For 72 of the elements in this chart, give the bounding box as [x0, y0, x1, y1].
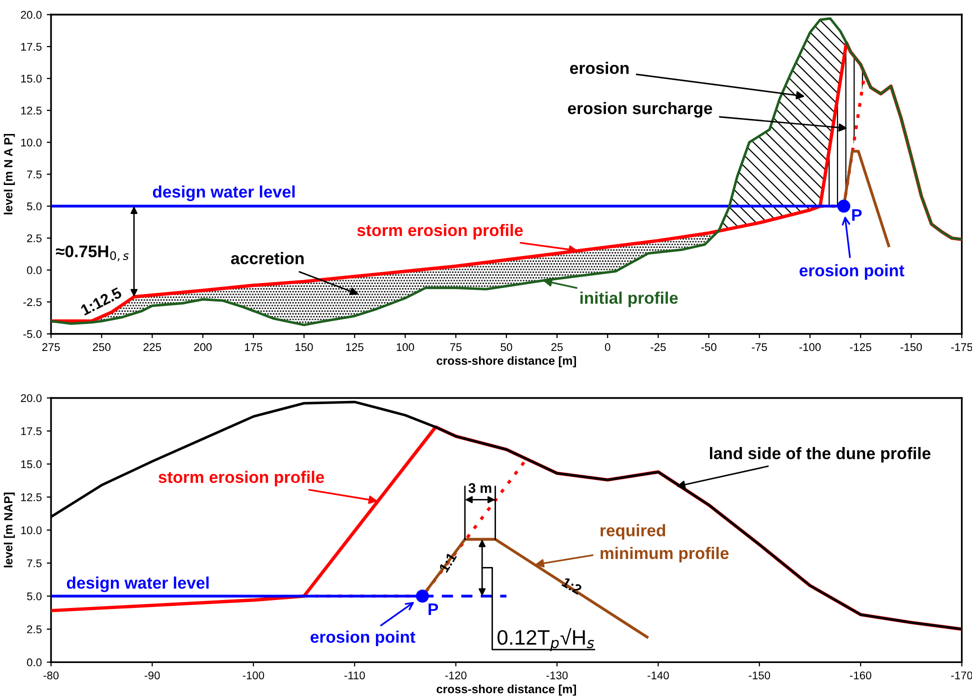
x-tick-label: 75 [450, 343, 462, 352]
x-tick-label: 175 [245, 343, 262, 352]
annotation: P [852, 209, 862, 221]
y-tick-label: 17.5 [21, 427, 42, 436]
x-tick-label: 50 [500, 343, 512, 352]
x-tick-label: 0 [604, 343, 610, 352]
x-tick-label: -100 [242, 671, 264, 680]
y-tick-label: 17.5 [21, 42, 42, 51]
x-tick-label: -80 [43, 671, 59, 680]
y-tick-label: 0.0 [26, 658, 42, 666]
x-tick-label: -50 [701, 343, 716, 352]
y-tick-label: -5.0 [23, 330, 42, 338]
x-tick-label: -150 [748, 671, 770, 680]
annotation: accretion [231, 252, 304, 264]
y-tick-label: 5.0 [27, 592, 42, 600]
y-axis-title: level [m N A P] [4, 134, 15, 214]
x-tick-label: 250 [92, 343, 110, 352]
y-axis-title: level [m NAP] [4, 492, 15, 568]
series-label: storm erosion profile [357, 224, 523, 240]
y-tick-label: 0.0 [26, 266, 42, 274]
y-tick-label: 15.0 [21, 74, 42, 83]
annotation: land side of the dune profile [710, 447, 930, 463]
x-axis-title: cross-shore distance [m] [436, 356, 576, 368]
annotation: ≈0.75H$_{0,s}$ [56, 246, 129, 262]
x-tick-label: -110 [344, 671, 365, 680]
y-tick-label: 20.0 [20, 10, 42, 19]
x-tick-label: 225 [144, 343, 162, 352]
annotation: 3 m [468, 483, 492, 493]
x-tick-label: 150 [296, 343, 313, 352]
y-tick-label: 10.0 [21, 526, 42, 534]
annotation: erosion [570, 62, 629, 74]
x-tick-label: -175 [951, 343, 972, 352]
y-tick-label: 15.0 [21, 460, 42, 468]
x-tick-label: -140 [648, 671, 669, 680]
text: storm erosion profile [158, 470, 324, 486]
series-label: design water level [152, 185, 295, 202]
x-tick-label: 100 [396, 343, 414, 352]
x-tick-label: 125 [346, 343, 364, 352]
y-tick-label: 10.0 [21, 138, 42, 146]
series-label: design water level [66, 576, 209, 592]
y-tick-label: 20.0 [20, 394, 42, 402]
x-tick-label: -125 [850, 343, 872, 352]
legend-label: erosion point [310, 630, 416, 646]
x-tick-label: 25 [551, 343, 563, 352]
x-tick-label: -25 [650, 343, 666, 352]
x-tick-label: -170 [951, 671, 972, 680]
text: required minimum profile [600, 524, 729, 562]
annotation: 1:2 [561, 576, 582, 595]
y-tick-label: 12.5 [21, 106, 42, 115]
y-tick-label: -2.5 [23, 298, 42, 306]
y-tick-label: 2.5 [27, 625, 42, 634]
y-tick-label: 5.0 [27, 202, 42, 210]
annotation: P [428, 603, 438, 615]
y-tick-label: 7.5 [27, 170, 42, 178]
y-tick-label: 12.5 [21, 493, 42, 502]
x-tick-label: 275 [42, 343, 60, 352]
legend-label: erosion point [800, 264, 904, 280]
annotation: 0.12T$_{p}$√H$_{s}$ [498, 628, 594, 652]
x-tick-label: -160 [850, 671, 872, 680]
x-tick-label: 200 [194, 343, 212, 352]
annotation: erosion surcharge [568, 102, 712, 118]
y-tick-label: 7.5 [27, 559, 42, 568]
series-label: initial profile [580, 292, 678, 308]
x-tick-label: -75 [752, 343, 767, 352]
x-tick-label: -90 [144, 671, 160, 680]
x-tick-label: -150 [900, 343, 922, 352]
x-tick-label: -100 [799, 343, 821, 352]
x-tick-label: -130 [546, 671, 568, 680]
x-axis-title: cross-shore distance [m] [436, 684, 576, 696]
y-tick-label: 2.5 [27, 234, 42, 242]
annotation: 1:1 [438, 552, 457, 573]
x-tick-label: -120 [445, 671, 466, 680]
